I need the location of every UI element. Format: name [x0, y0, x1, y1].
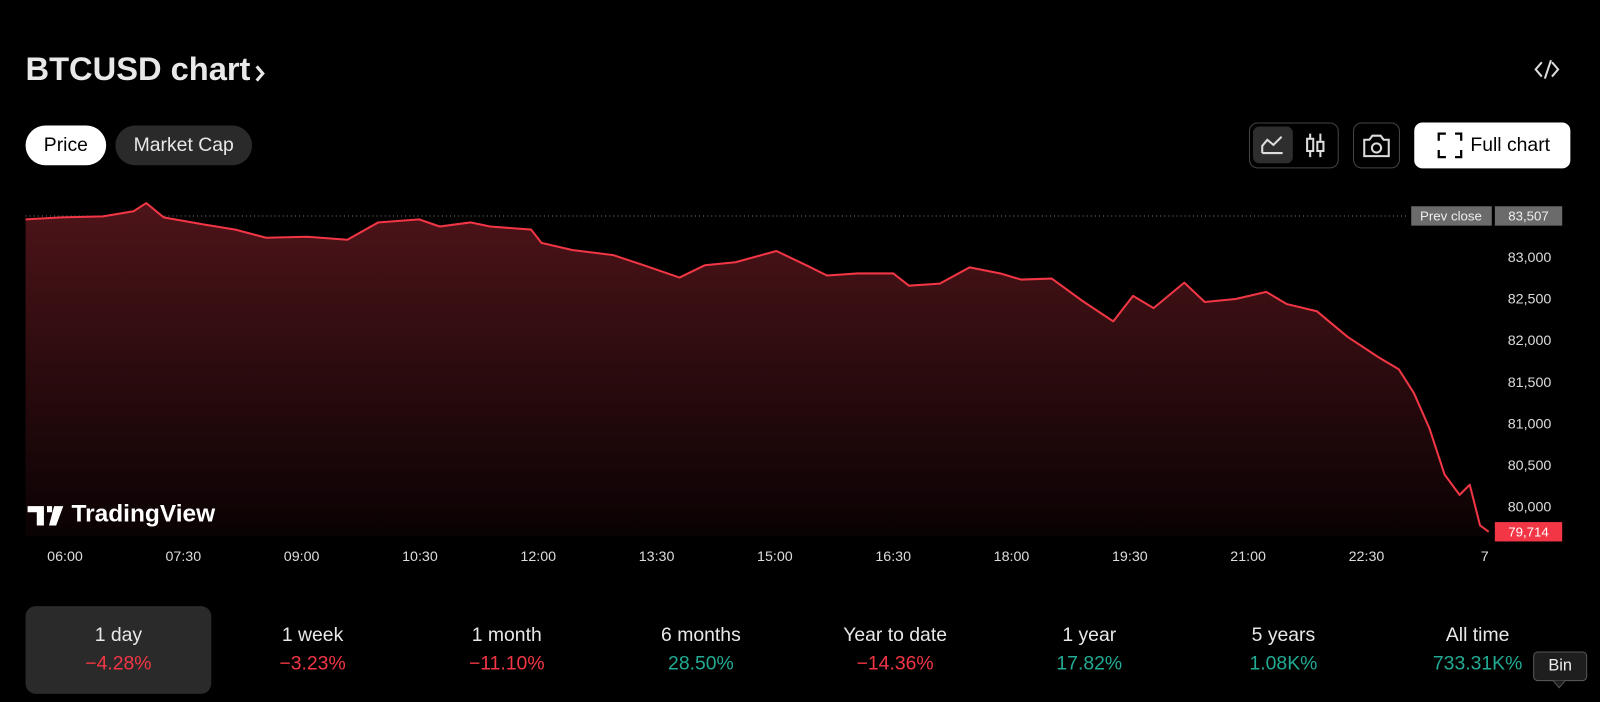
tab-label[interactable]: Price — [44, 134, 88, 156]
candle-icon-body — [1306, 137, 1315, 153]
period-change[interactable]: 28.50% — [668, 652, 734, 674]
x-tick-label: 18:00 — [994, 549, 1030, 565]
x-tick-label: 13:30 — [639, 549, 675, 565]
tooltip: Bin — [1533, 651, 1588, 689]
y-tick-label: 81,000 — [1508, 416, 1552, 432]
period-change[interactable]: −14.36% — [857, 652, 934, 674]
camera-icon — [1363, 134, 1390, 158]
x-tick-label: 09:00 — [284, 549, 320, 565]
x-tick-label: 07:30 — [165, 549, 201, 565]
period-item[interactable]: 1 month −11.10% — [469, 624, 545, 675]
y-tick-label: 82,000 — [1508, 333, 1552, 349]
chevron-icon — [255, 65, 265, 82]
period-selected-bg[interactable] — [25, 606, 212, 694]
y-tick-label: 82,500 — [1508, 292, 1552, 308]
prev-close-label: Prev close — [1420, 208, 1482, 223]
tooltip-text: Bin — [1548, 657, 1572, 675]
period-label[interactable]: 1 week — [282, 624, 344, 646]
area-fill — [25, 203, 1489, 536]
x-tick-label: 22:30 — [1349, 549, 1385, 565]
header[interactable]: BTCUSD chart — [26, 50, 265, 87]
period-label[interactable]: Year to date — [843, 624, 947, 646]
period-label[interactable]: 6 months — [661, 624, 741, 646]
period-item[interactable]: 1 year 17.82% — [1056, 624, 1122, 675]
snapshot-button[interactable] — [1353, 122, 1400, 169]
candle-icon-body — [1316, 140, 1325, 153]
x-tick-label: 7 — [1481, 549, 1489, 565]
x-tick-label: 06:00 — [47, 549, 83, 565]
period-item[interactable]: 1 day −4.28% — [25, 606, 212, 694]
y-tick-label: 83,000 — [1508, 250, 1552, 266]
x-tick-label: 15:00 — [757, 549, 793, 565]
period-label[interactable]: 5 years — [1252, 624, 1316, 646]
fullscreen-icon — [1437, 132, 1463, 159]
tab-bg[interactable] — [25, 125, 107, 166]
tooltip-arrow — [1552, 680, 1566, 689]
prev-close-value-tag — [1494, 206, 1563, 226]
period-item[interactable]: 5 years 1.08K% — [1250, 624, 1318, 675]
y-tick-label: 80,500 — [1508, 458, 1552, 474]
y-tick-label: 80,000 — [1508, 500, 1552, 516]
x-tick-label: 10:30 — [402, 549, 438, 565]
candle-style-button[interactable] — [1297, 127, 1335, 164]
price-line — [25, 202, 1490, 533]
watermark: TradingView — [71, 501, 216, 528]
chart-style-group — [1248, 122, 1339, 169]
tab-market-cap[interactable]: Market Cap — [115, 125, 253, 166]
last-price-label: 79,714 — [1508, 524, 1549, 539]
x-tick-label: 21:00 — [1230, 549, 1266, 565]
button-bg[interactable] — [1297, 127, 1335, 164]
prev-close-value: 83,507 — [1508, 208, 1549, 223]
period-label[interactable]: All time — [1446, 624, 1510, 646]
period-change[interactable]: −4.28% — [85, 652, 151, 674]
area-style-button[interactable] — [1253, 126, 1293, 164]
title[interactable]: BTCUSD chart — [26, 50, 251, 87]
period-item[interactable]: Year to date −14.36% — [843, 624, 947, 675]
x-tick-label: 12:00 — [520, 549, 556, 565]
x-tick-label: 19:30 — [1112, 549, 1148, 565]
embed-icon[interactable] — [1534, 59, 1560, 79]
full-chart-button[interactable]: Full chart — [1414, 122, 1571, 169]
period-stats: 1 day −4.28% 1 week −3.23% 1 month −11.10% 6 m… — [25, 606, 1522, 694]
period-change[interactable]: −11.10% — [469, 652, 545, 674]
period-item[interactable]: 1 week −3.23% — [279, 624, 345, 675]
camera-lens — [1370, 142, 1383, 154]
button-bg[interactable] — [1414, 122, 1571, 169]
logo-icon — [27, 506, 64, 526]
period-change[interactable]: 733.31K% — [1433, 652, 1522, 674]
button-label[interactable]: Full chart — [1470, 134, 1550, 156]
period-item[interactable]: All time 733.31K% — [1433, 624, 1522, 675]
y-tick-label: 81,500 — [1508, 375, 1552, 391]
period-change[interactable]: 1.08K% — [1250, 652, 1318, 674]
tab-bg[interactable] — [115, 125, 253, 166]
watermark-logo: TradingView — [27, 501, 216, 528]
period-item[interactable]: 6 months 28.50% — [661, 624, 741, 675]
period-change[interactable]: −3.23% — [279, 652, 345, 674]
area-icon — [1261, 136, 1283, 155]
period-label[interactable]: 1 month — [472, 624, 542, 646]
button-bg[interactable] — [1353, 122, 1400, 169]
price-chart: 06:00 07:30 09:00 10:30 12:00 13:30 15:00 16:30… — [25, 202, 1563, 565]
period-label[interactable]: 1 year — [1062, 624, 1116, 646]
tab-label[interactable]: Market Cap — [134, 134, 234, 156]
last-price-tag — [1494, 522, 1563, 542]
period-label[interactable]: 1 day — [95, 624, 143, 646]
period-change[interactable]: 17.82% — [1056, 652, 1122, 674]
tab-price[interactable]: Price — [25, 125, 107, 166]
x-tick-label: 16:30 — [875, 549, 911, 565]
prev-close-tag — [1411, 206, 1492, 226]
